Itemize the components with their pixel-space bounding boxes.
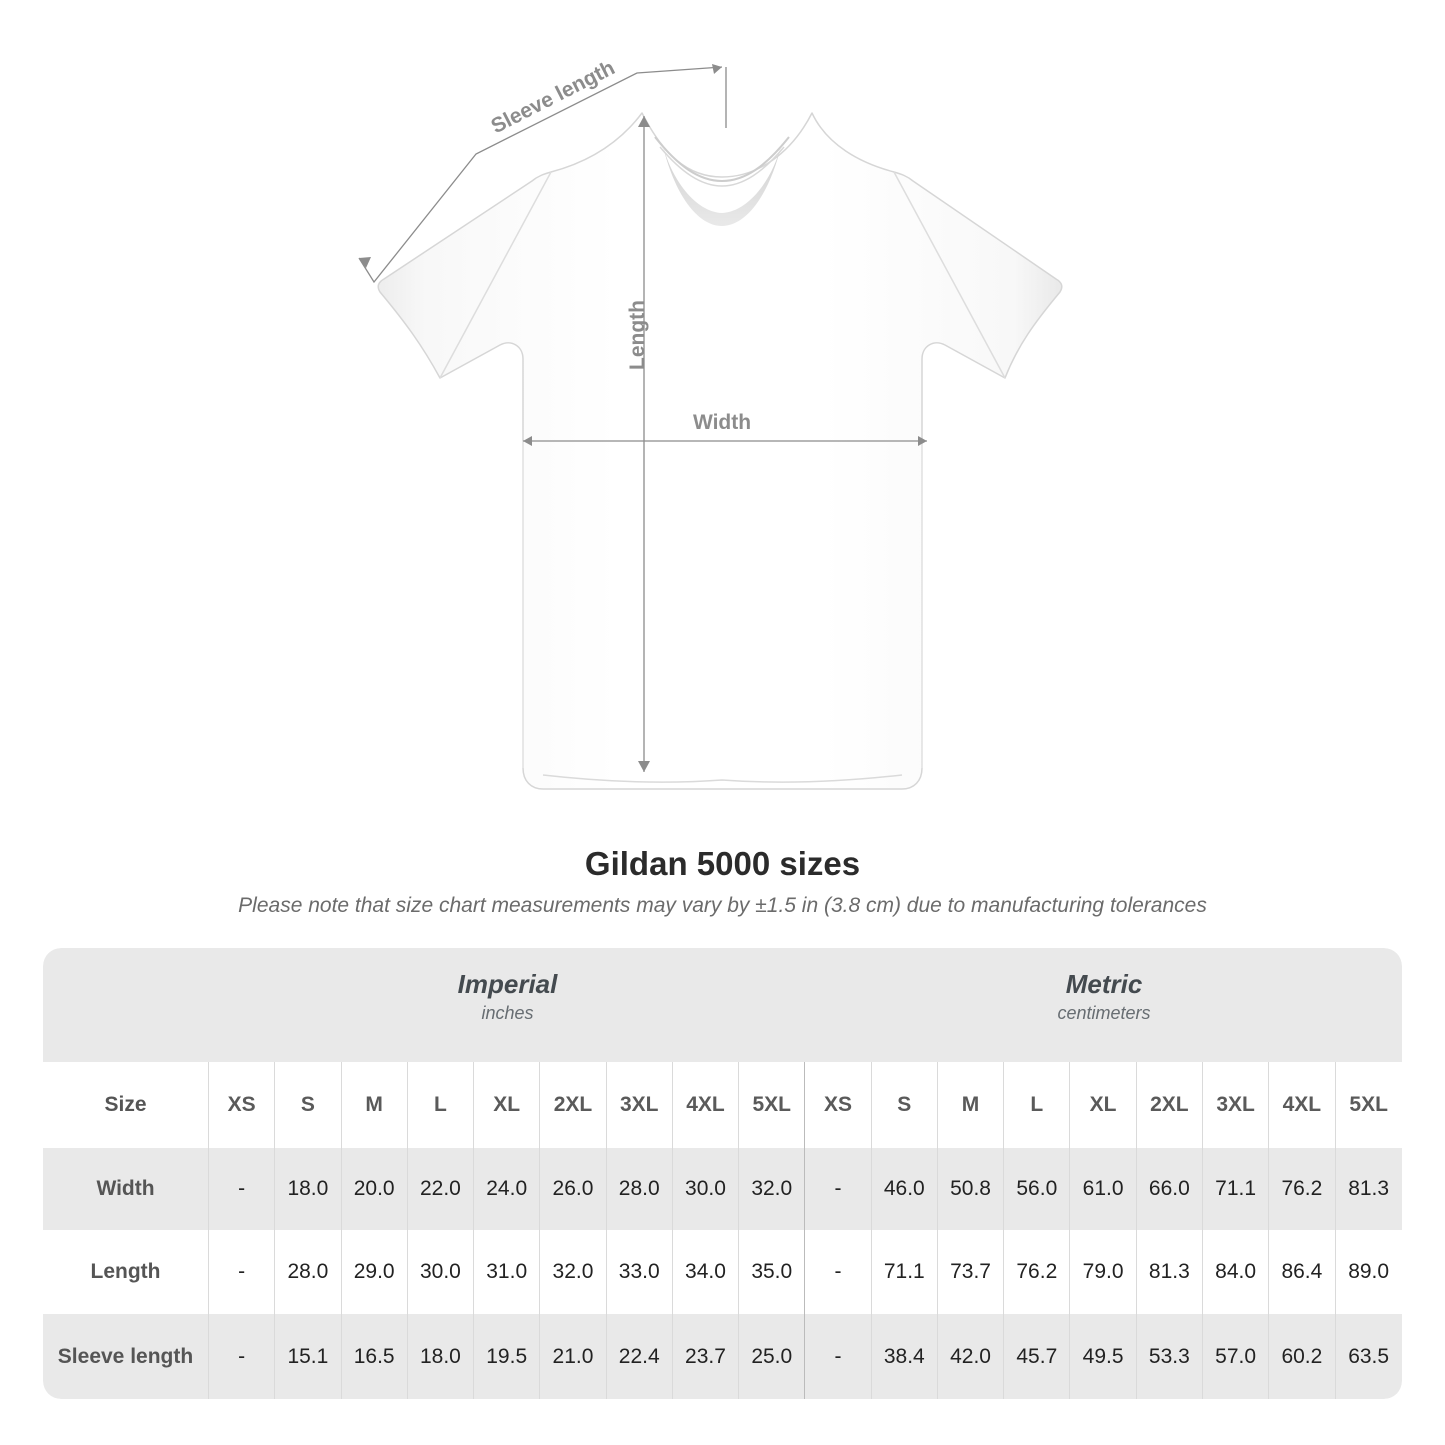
svg-text:Width: Width [693,411,751,434]
svg-text:Sleeve length: Sleeve length [488,56,619,138]
svg-text:Length: Length [626,300,649,370]
